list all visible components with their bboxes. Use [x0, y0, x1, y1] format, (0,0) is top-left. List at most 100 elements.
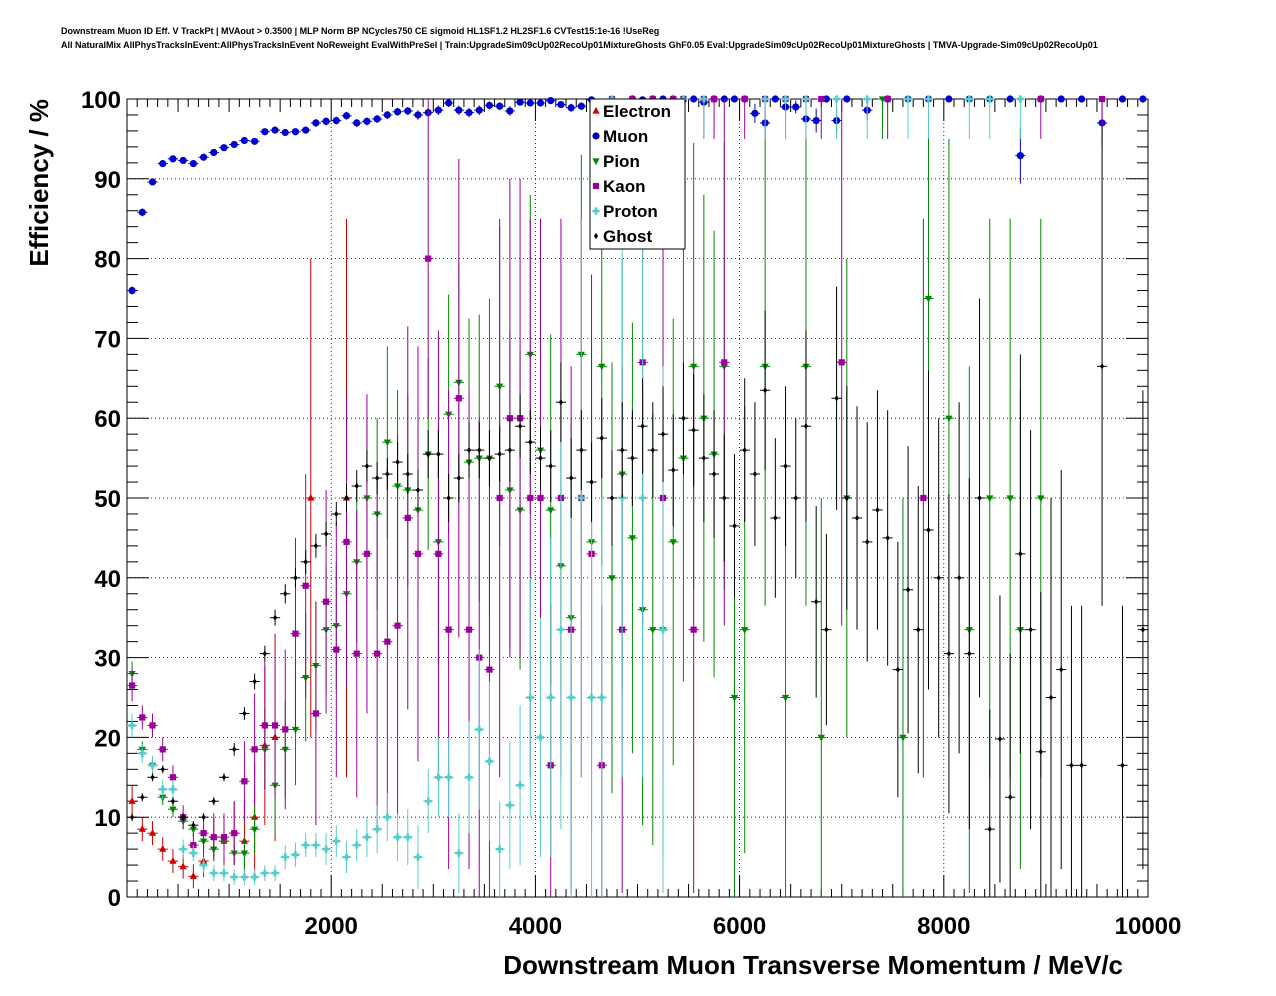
kaon-point	[251, 746, 258, 753]
proton-point	[526, 693, 534, 702]
legend-proton-label: Proton	[603, 202, 658, 221]
muon-point	[690, 95, 698, 103]
muon-point	[128, 286, 136, 295]
x-tick-label: 6000	[713, 913, 766, 940]
ghost-point	[252, 678, 257, 685]
muon-point	[455, 106, 463, 114]
ghost-point	[926, 526, 931, 534]
ghost-point	[1059, 666, 1064, 673]
legend-proton-marker	[592, 207, 600, 215]
pion-point	[649, 627, 657, 634]
legend-pion-marker	[592, 158, 600, 166]
muon-point	[251, 137, 259, 145]
muon-point	[557, 100, 565, 109]
ghost-point	[477, 447, 482, 454]
pion-point	[608, 575, 616, 582]
proton-point	[434, 773, 443, 781]
muon-point	[496, 102, 504, 110]
kaon-point	[404, 514, 411, 522]
muon-point	[506, 107, 514, 115]
ghost-point	[456, 474, 461, 482]
ghost-point	[844, 494, 849, 502]
proton-point	[577, 494, 585, 502]
ghost-point	[354, 482, 359, 490]
muon-point	[271, 126, 279, 134]
kaon-point	[527, 494, 534, 502]
y-tick-label: 70	[94, 326, 121, 353]
muon-point	[383, 111, 391, 119]
muon-point	[577, 102, 585, 110]
legend-pion-label: Pion	[603, 152, 640, 171]
proton-point	[465, 773, 473, 781]
ghost-point	[640, 423, 645, 430]
proton-point	[924, 95, 933, 103]
proton-point	[332, 837, 340, 845]
proton-point	[199, 861, 208, 869]
ghost-point	[160, 766, 165, 773]
muon-point	[404, 107, 412, 115]
muon-point	[230, 140, 238, 149]
ghost-point	[405, 470, 410, 478]
ghost-point	[916, 626, 921, 633]
ghost-point	[344, 494, 349, 502]
muon-point	[1078, 95, 1086, 103]
muon-point	[547, 96, 555, 105]
muon-point	[751, 109, 759, 117]
legend-ghost-marker	[593, 232, 599, 240]
muon-point	[373, 115, 381, 123]
muon-point	[291, 128, 300, 136]
electron-point	[169, 856, 177, 864]
kaon-point	[200, 830, 207, 837]
ghost-point	[620, 447, 625, 454]
pion-point	[240, 850, 249, 858]
muon-point	[792, 103, 800, 111]
kaon-point	[322, 598, 330, 605]
y-tick-label: 90	[94, 167, 121, 194]
proton-point	[547, 693, 555, 702]
muon-point	[567, 104, 575, 112]
pion-point	[669, 539, 677, 546]
chart-title-line-2: All NaturalMix AllPhysTracksInEvent:AllP…	[61, 40, 1098, 50]
proton-point	[342, 853, 351, 861]
legend-ghost-label: Ghost	[603, 227, 652, 246]
proton-point	[363, 833, 371, 841]
muon-point	[169, 155, 177, 163]
series-electron	[127, 218, 352, 889]
proton-point	[659, 626, 667, 634]
ghost-point	[814, 598, 819, 605]
kaon-point	[486, 666, 493, 673]
ghost-point	[885, 534, 890, 541]
ghost-point	[364, 462, 370, 470]
ghost-point	[957, 574, 962, 581]
legend-electron-label: Electron	[603, 102, 671, 121]
muon-point	[465, 108, 473, 117]
proton-point	[639, 494, 647, 502]
kaon-point	[353, 650, 360, 657]
muon-point	[312, 119, 320, 127]
muon-point	[771, 95, 779, 103]
ghost-point	[191, 822, 196, 829]
ghost-point	[334, 510, 339, 518]
kaon-point	[220, 834, 228, 841]
x-tick-label: 2000	[305, 913, 358, 940]
proton-point	[557, 626, 565, 634]
ghost-point	[854, 514, 860, 522]
ghost-point	[140, 794, 145, 801]
series-ghost	[127, 126, 1148, 897]
muon-point	[526, 99, 534, 107]
electron-point	[189, 872, 197, 879]
grid	[127, 99, 1148, 897]
muon-point	[159, 160, 167, 168]
proton-point	[148, 761, 157, 769]
muon-point	[179, 156, 187, 165]
proton-point	[383, 813, 391, 821]
kaon-point	[710, 95, 718, 103]
proton-point	[587, 693, 596, 702]
muon-point	[261, 128, 269, 136]
proton-point	[291, 851, 300, 859]
proton-point	[496, 845, 504, 853]
ghost-point	[1079, 762, 1084, 769]
ghost-point	[415, 486, 421, 494]
ghost-point	[375, 474, 380, 482]
proton-point	[312, 841, 320, 849]
